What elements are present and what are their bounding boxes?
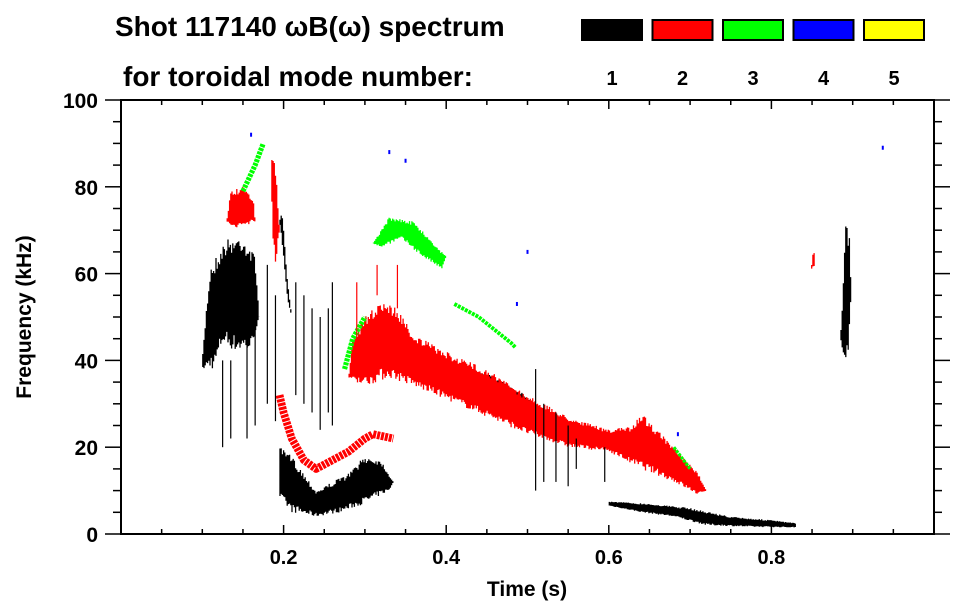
y-tick-label: 0 <box>86 524 98 547</box>
chart-subtitle: for toroidal mode number: <box>123 61 473 92</box>
region-texture <box>271 160 280 262</box>
y-axis-title: Frequency (kHz) <box>13 235 36 398</box>
axis-ticks: 0.2 0.4 0.6 0.8 0 20 40 60 80 100 <box>63 90 950 569</box>
region-mode-2 <box>811 253 815 269</box>
mode-line-3 <box>453 302 517 349</box>
mode-line-3 <box>342 315 368 370</box>
region-texture <box>372 217 447 269</box>
legend-swatch-mode-2 <box>651 19 714 41</box>
dot-mode-4 <box>881 145 884 150</box>
region-mode-2 <box>348 304 707 494</box>
dot-mode-4 <box>388 150 391 155</box>
dot-mode-4 <box>515 301 518 306</box>
region-texture <box>279 448 394 516</box>
region-mode-3 <box>372 217 447 269</box>
region-mode-1 <box>202 239 260 369</box>
legend-swatch-mode-4 <box>792 19 855 41</box>
legend-label-mode-2: 2 <box>677 68 688 90</box>
region-mode-2 <box>226 186 256 228</box>
x-tick-label: 0.2 <box>270 547 298 569</box>
x-axis-title: Time (s) <box>487 578 567 601</box>
legend-swatch-mode-3 <box>722 19 784 41</box>
dot-mode-4 <box>676 432 679 437</box>
region-texture <box>608 501 796 528</box>
dot-mode-4 <box>250 132 253 137</box>
y-tick-label: 80 <box>75 177 98 200</box>
region-mode-2 <box>271 160 280 262</box>
y-tick-label: 100 <box>63 90 98 113</box>
legend-label-mode-4: 4 <box>818 68 830 90</box>
mode-line-3 <box>240 142 266 193</box>
dot-mode-4 <box>526 249 529 254</box>
mode-line-2 <box>275 394 395 473</box>
region-texture <box>811 253 815 269</box>
legend-swatch-mode-5 <box>863 19 925 41</box>
region-texture <box>279 215 292 313</box>
legend-label-mode-1: 1 <box>606 68 617 90</box>
x-tick-label: 0.6 <box>595 547 623 569</box>
region-texture <box>202 239 260 369</box>
legend-swatch-mode-1 <box>581 19 643 41</box>
spectrogram-marks <box>202 132 884 528</box>
region-texture <box>226 186 256 228</box>
region-mode-1 <box>279 448 394 516</box>
y-tick-label: 20 <box>75 437 98 460</box>
region-texture <box>840 226 852 358</box>
region-mode-1 <box>279 215 292 313</box>
y-tick-label: 40 <box>75 350 98 373</box>
y-tick-label: 60 <box>75 264 98 287</box>
legend: 1 2 3 4 5 <box>581 19 925 90</box>
x-tick-label: 0.4 <box>432 547 461 569</box>
x-tick-label: 0.8 <box>757 547 785 569</box>
region-texture <box>348 304 707 494</box>
dot-mode-4 <box>404 158 407 163</box>
region-mode-1 <box>840 226 852 358</box>
chart-title: Shot 117140 ωB(ω) spectrum <box>115 11 505 42</box>
region-mode-1 <box>608 501 796 528</box>
mode-line-3 <box>672 446 692 470</box>
legend-label-mode-3: 3 <box>747 68 758 90</box>
legend-label-mode-5: 5 <box>888 68 899 90</box>
